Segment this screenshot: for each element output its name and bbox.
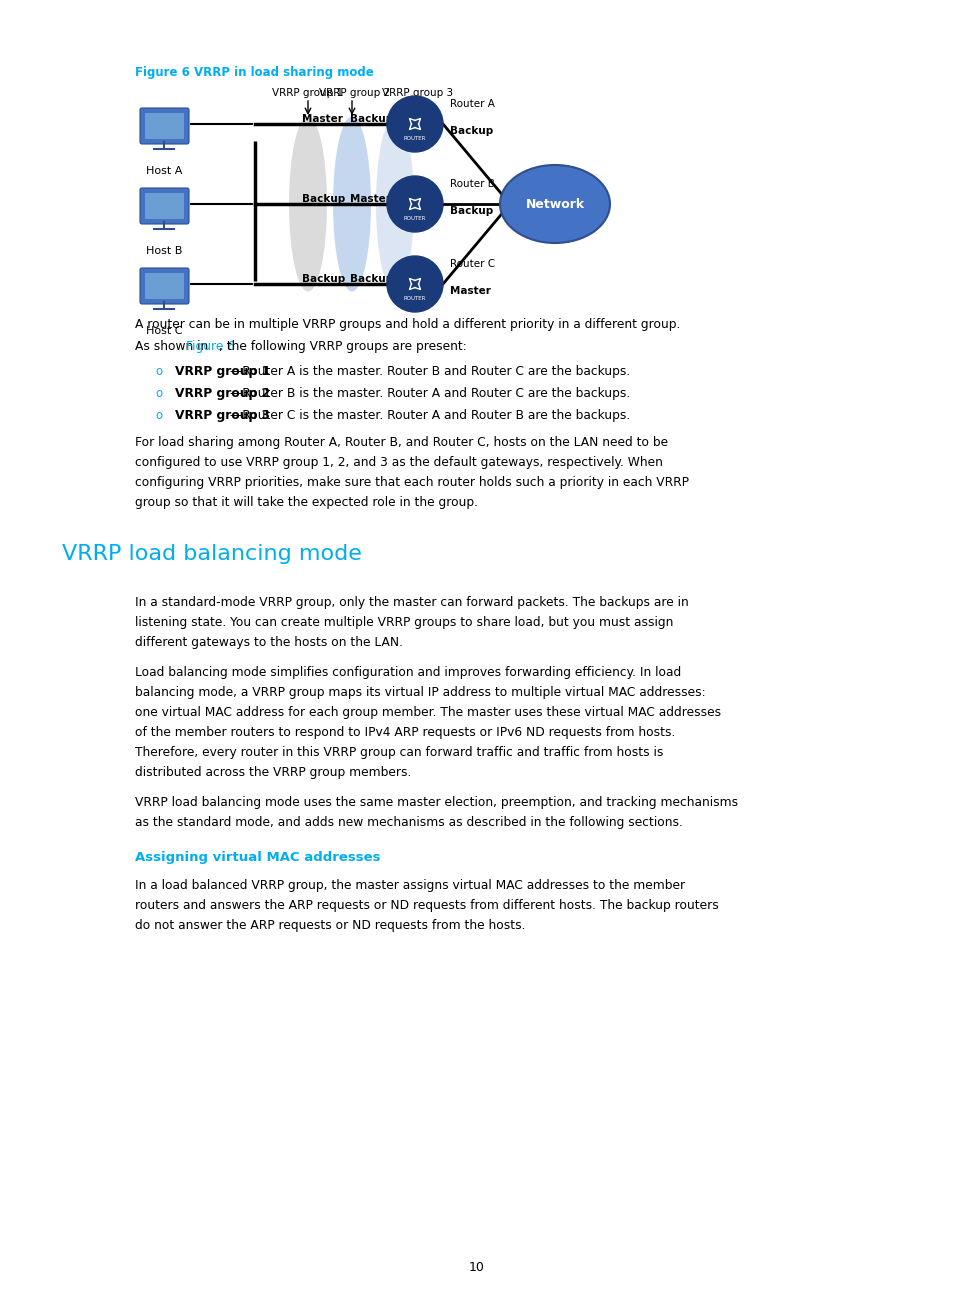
Text: VRRP load balancing mode: VRRP load balancing mode (62, 544, 361, 564)
FancyBboxPatch shape (145, 273, 184, 299)
Text: Figure 6 VRRP in load sharing mode: Figure 6 VRRP in load sharing mode (135, 66, 374, 79)
Text: routers and answers the ARP requests or ND requests from different hosts. The ba: routers and answers the ARP requests or … (135, 899, 718, 912)
Text: Master: Master (302, 114, 342, 124)
Text: For load sharing among Router A, Router B, and Router C, hosts on the LAN need t: For load sharing among Router A, Router … (135, 435, 667, 448)
Text: configured to use VRRP group 1, 2, and 3 as the default gateways, respectively. : configured to use VRRP group 1, 2, and 3… (135, 456, 662, 469)
Ellipse shape (289, 117, 327, 292)
Text: Backup: Backup (350, 114, 393, 124)
Text: different gateways to the hosts on the LAN.: different gateways to the hosts on the L… (135, 636, 402, 649)
Text: Host B: Host B (146, 246, 182, 257)
Text: o: o (154, 410, 162, 422)
Text: Backup: Backup (302, 273, 345, 284)
Text: o: o (154, 388, 162, 400)
Text: In a load balanced VRRP group, the master assigns virtual MAC addresses to the m: In a load balanced VRRP group, the maste… (135, 879, 684, 892)
Text: listening state. You can create multiple VRRP groups to share load, but you must: listening state. You can create multiple… (135, 616, 673, 629)
Text: Master: Master (350, 194, 391, 203)
Text: —Router C is the master. Router A and Router B are the backups.: —Router C is the master. Router A and Ro… (230, 410, 630, 422)
Text: Backup: Backup (302, 194, 345, 203)
Circle shape (387, 96, 442, 152)
FancyBboxPatch shape (140, 188, 189, 224)
FancyBboxPatch shape (145, 113, 184, 139)
Text: As shown in: As shown in (135, 340, 212, 353)
Text: , the following VRRP groups are present:: , the following VRRP groups are present: (219, 340, 467, 353)
Text: —Router B is the master. Router A and Router C are the backups.: —Router B is the master. Router A and Ro… (230, 388, 630, 400)
Text: Host A: Host A (146, 166, 182, 176)
Text: VRRP load balancing mode uses the same master election, preemption, and tracking: VRRP load balancing mode uses the same m… (135, 796, 738, 809)
Text: Router A: Router A (450, 98, 495, 109)
Text: Backup: Backup (450, 126, 493, 136)
Text: of the member routers to respond to IPv4 ARP requests or IPv6 ND requests from h: of the member routers to respond to IPv4… (135, 726, 675, 739)
Circle shape (387, 176, 442, 232)
Circle shape (387, 257, 442, 312)
Text: group so that it will take the expected role in the group.: group so that it will take the expected … (135, 496, 477, 509)
Text: VRRP group 2: VRRP group 2 (174, 388, 270, 400)
Text: VRRP group 1: VRRP group 1 (273, 88, 343, 98)
Text: Backup: Backup (350, 273, 393, 284)
Text: ROUTER: ROUTER (403, 295, 426, 301)
Text: Router C: Router C (450, 259, 495, 270)
Ellipse shape (375, 117, 414, 292)
Text: VRRP group 3: VRRP group 3 (382, 88, 453, 98)
Text: distributed across the VRRP group members.: distributed across the VRRP group member… (135, 766, 411, 779)
Text: VRRP group 1: VRRP group 1 (174, 365, 270, 378)
Text: —Router A is the master. Router B and Router C are the backups.: —Router A is the master. Router B and Ro… (230, 365, 630, 378)
Text: Figure 6: Figure 6 (186, 340, 234, 353)
Ellipse shape (499, 165, 609, 244)
Ellipse shape (333, 117, 371, 292)
Text: do not answer the ARP requests or ND requests from the hosts.: do not answer the ARP requests or ND req… (135, 919, 525, 932)
Text: Router B: Router B (450, 179, 495, 189)
Text: A router can be in multiple VRRP groups and hold a different priority in a diffe: A router can be in multiple VRRP groups … (135, 318, 679, 330)
Text: VRRP group 3: VRRP group 3 (174, 410, 270, 422)
Text: as the standard mode, and adds new mechanisms as described in the following sect: as the standard mode, and adds new mecha… (135, 816, 682, 829)
Text: Assigning virtual MAC addresses: Assigning virtual MAC addresses (135, 851, 380, 864)
FancyBboxPatch shape (140, 108, 189, 144)
Text: VRRP group 2: VRRP group 2 (319, 88, 390, 98)
Text: o: o (154, 365, 162, 378)
Text: Backup: Backup (450, 206, 493, 216)
Text: Master: Master (450, 286, 491, 295)
Text: Host C: Host C (146, 327, 182, 336)
FancyBboxPatch shape (145, 193, 184, 219)
Text: Load balancing mode simplifies configuration and improves forwarding efficiency.: Load balancing mode simplifies configura… (135, 666, 680, 679)
Text: one virtual MAC address for each group member. The master uses these virtual MAC: one virtual MAC address for each group m… (135, 706, 720, 719)
Text: configuring VRRP priorities, make sure that each router holds such a priority in: configuring VRRP priorities, make sure t… (135, 476, 688, 489)
Text: ROUTER: ROUTER (403, 215, 426, 220)
Text: In a standard-mode VRRP group, only the master can forward packets. The backups : In a standard-mode VRRP group, only the … (135, 596, 688, 609)
Text: ROUTER: ROUTER (403, 136, 426, 140)
FancyBboxPatch shape (140, 268, 189, 305)
Text: Therefore, every router in this VRRP group can forward traffic and traffic from : Therefore, every router in this VRRP gro… (135, 746, 662, 759)
Text: Network: Network (525, 197, 584, 210)
Text: balancing mode, a VRRP group maps its virtual IP address to multiple virtual MAC: balancing mode, a VRRP group maps its vi… (135, 686, 705, 699)
Text: 10: 10 (469, 1261, 484, 1274)
